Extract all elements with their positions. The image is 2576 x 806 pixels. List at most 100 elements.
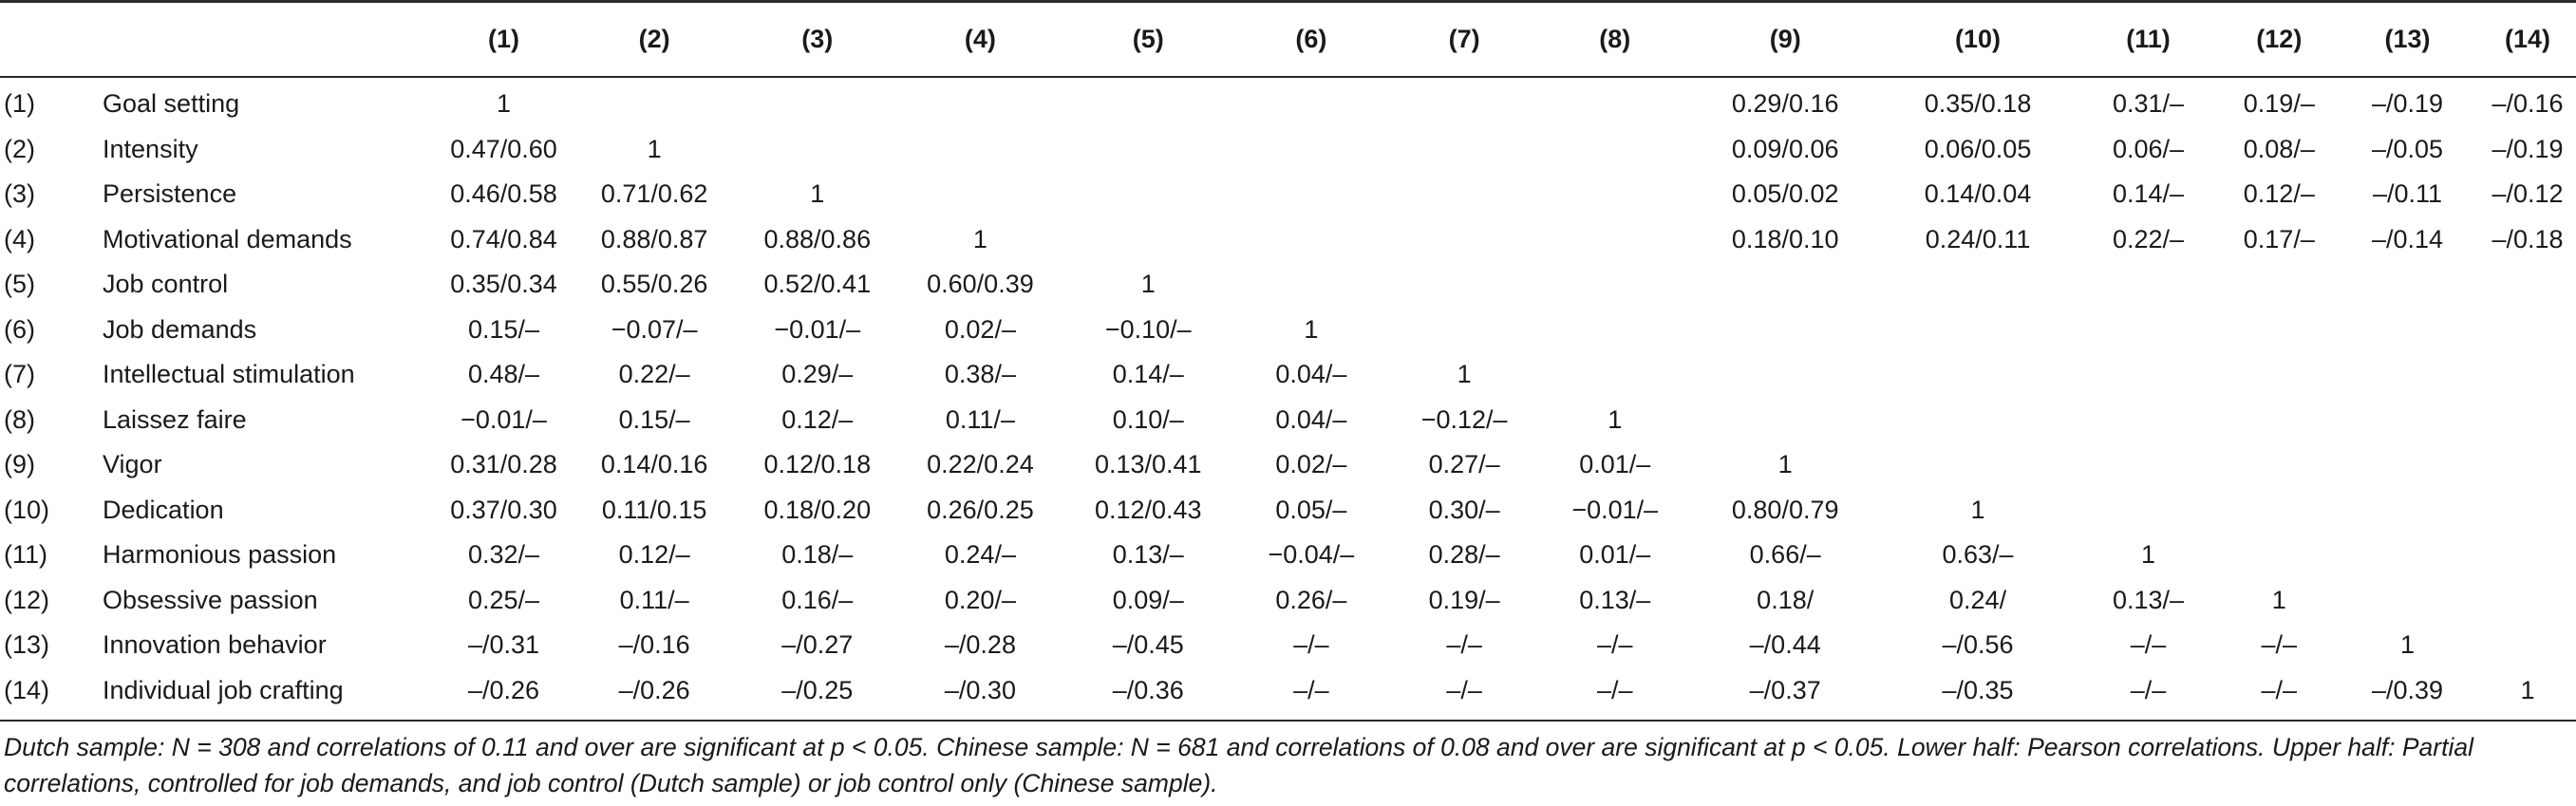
correlation-cell: 0.60/0.39 [927,270,1034,299]
correlation-cell: −0.01/– [774,314,861,344]
table-row: (10) Dedication 0.37/0.30 0.11/0.15 0.18/0.2… [0,488,2576,534]
correlation-cell: 1 [2400,630,2416,660]
row-number: (14) [4,675,50,704]
correlation-cell [1689,398,1882,443]
correlation-cell [2223,308,2337,353]
table-row: (1) Goal setting 1 0.29/0.16 0.35/0.18 0.31/–… [0,76,2576,127]
correlation-cell: –/0.12 [2491,179,2564,209]
table-header-row: (1) (2) (3) (4) (5) (6) (7) (8) (9) (10) (11) (12) (… [0,3,2576,76]
table-row: (6) Job demands 0.15/– −0.07/– −0.01/– 0.02/–… [0,308,2576,353]
correlation-cell [2479,578,2576,624]
correlation-cell [2336,533,2479,578]
column-header: (1) [488,25,520,53]
correlation-cell: −0.01/– [1571,495,1659,524]
correlation-cell: 0.32/– [467,540,540,570]
correlation-cell [1234,172,1387,217]
correlation-cell: –/– [2261,675,2298,704]
correlation-cell: 0.26/– [1275,585,1347,614]
correlation-cell [2336,488,2479,534]
correlation-cell [1882,442,2075,488]
correlation-cell: 0.13/– [2112,585,2185,614]
correlation-cell: 0.22/– [618,360,690,389]
correlation-cell [1689,308,1882,353]
correlation-cell [1388,262,1541,308]
correlation-cell: 0.02/– [1275,450,1347,479]
correlation-cell [2223,533,2337,578]
correlation-cell: 1 [1140,270,1156,299]
column-header: (14) [2504,25,2550,53]
correlation-cell [2223,262,2337,308]
correlation-cell [2223,442,2337,488]
table-row: (5) Job control 0.35/0.34 0.55/0.26 0.52/0.4… [0,262,2576,308]
correlation-cell: 0.31/– [2112,89,2185,119]
header-blank-num [0,3,99,76]
correlation-cell: 0.15/– [618,404,690,434]
variable-name: Individual job crafting [103,675,344,704]
correlation-cell: –/0.25 [781,675,854,704]
table-body: (1) Goal setting 1 0.29/0.16 0.35/0.18 0.31/–… [0,76,2576,713]
correlation-cell [1689,262,1882,308]
correlation-cell [1234,262,1387,308]
column-header: (10) [1955,25,2002,53]
correlation-cell [2223,398,2337,443]
correlation-cell: 0.29/– [781,360,854,389]
correlation-cell [1541,352,1689,398]
table-row: (2) Intensity 0.47/0.60 1 0.09/0.06 0.06/0.05… [0,127,2576,173]
table-row: (7) Intellectual stimulation 0.48/– 0.22/– 0… [0,352,2576,398]
correlation-cell: –/– [1446,630,1482,660]
correlation-cell: −0.04/– [1268,540,1355,570]
correlation-cell: 0.38/– [944,360,1016,389]
correlation-cell: 1 [1608,404,1623,434]
correlation-cell: 1 [1457,360,1472,389]
variable-name: Goal setting [103,89,240,119]
correlation-cell: –/– [1596,675,1633,704]
variable-name: Dedication [103,495,224,524]
correlation-cell: –/0.05 [2372,134,2444,163]
correlation-cell: 0.14/0.16 [600,450,708,479]
correlation-cell: 0.18/ [1757,585,1814,614]
column-header: (13) [2384,25,2431,53]
correlation-cell: 0.24/0.11 [1925,224,2031,253]
correlation-cell [2074,398,2222,443]
correlation-cell: 0.88/0.87 [600,224,708,253]
correlation-cell: 0.18/0.10 [1731,224,1839,253]
variable-name: Intellectual stimulation [103,360,355,389]
correlation-cell: 0.09/0.06 [1731,134,1839,163]
correlation-cell: 0.22/– [2112,224,2185,253]
correlation-cell: –/– [1293,630,1329,660]
correlation-cell: 0.11/0.15 [601,495,707,524]
table-footnote: Dutch sample: N = 308 and correlations o… [4,733,2473,797]
correlation-cell [2479,262,2576,308]
table-row: (4) Motivational demands 0.74/0.84 0.88/0.8… [0,217,2576,263]
correlation-cell [1062,217,1234,263]
correlation-cell: 0.10/– [1112,404,1184,434]
correlation-cell: 0.37/0.30 [450,495,557,524]
correlation-cell: –/0.44 [1749,630,1821,660]
correlation-cell [2479,623,2576,668]
correlation-cell: 1 [2520,675,2535,704]
correlation-cell: –/– [1596,630,1633,660]
row-number: (11) [4,540,48,570]
correlation-cell: 0.04/– [1275,360,1347,389]
correlation-cell: 1 [2271,585,2286,614]
row-number: (9) [4,450,35,479]
correlation-cell [1882,398,2075,443]
correlation-cell [1882,308,2075,353]
correlation-cell: –/0.16 [618,630,690,660]
correlation-cell: 0.13/– [1112,540,1184,570]
correlation-cell [1388,217,1541,263]
correlation-cell: −0.07/– [611,314,698,344]
correlation-cell: 0.04/– [1275,404,1347,434]
column-header: (6) [1295,25,1327,53]
correlation-cell: –/0.19 [2491,134,2564,163]
variable-name: Motivational demands [103,224,352,253]
correlation-cell: –/0.39 [2372,675,2444,704]
row-number: (3) [4,179,35,209]
correlation-cell: 0.18/– [781,540,854,570]
correlation-cell: –/0.36 [1112,675,1184,704]
correlation-cell [736,127,899,173]
correlation-cell: 0.14/– [1112,360,1184,389]
correlation-cell [1388,127,1541,173]
column-header: (12) [2256,25,2303,53]
correlation-cell: 0.18/0.20 [763,495,872,524]
